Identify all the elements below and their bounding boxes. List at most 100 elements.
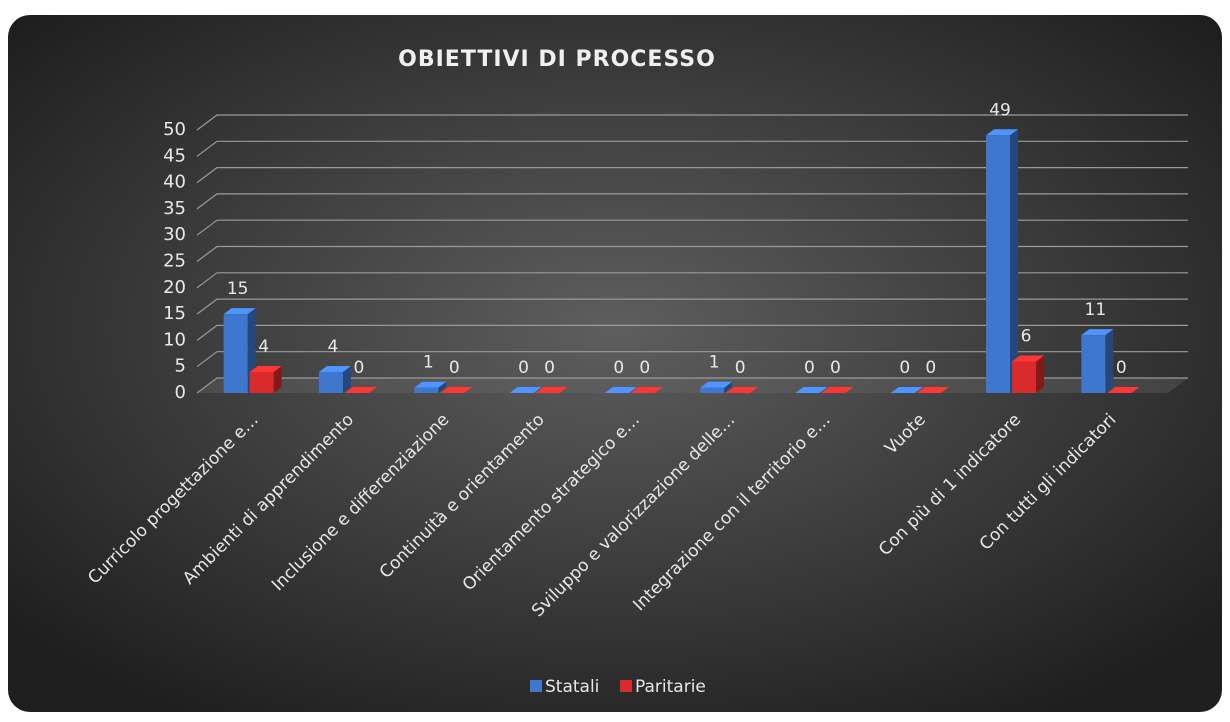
- bar-top: [726, 387, 759, 393]
- data-label: 0: [830, 358, 841, 378]
- bar: [535, 387, 568, 393]
- bar-side: [724, 381, 733, 393]
- bar-side: [1105, 329, 1114, 393]
- bar-front: [1081, 335, 1106, 393]
- bar-top: [440, 387, 473, 393]
- grid-line: [196, 140, 1188, 157]
- grid-line: [196, 167, 1188, 184]
- legend-swatch: [530, 680, 542, 692]
- grid-line: [196, 193, 1188, 210]
- grid-line: [196, 219, 1188, 236]
- bar: [223, 308, 256, 393]
- bar: [1107, 387, 1140, 393]
- bar-top: [1081, 329, 1114, 336]
- bar-top: [630, 387, 663, 393]
- bar: [726, 387, 759, 393]
- grid-line: [196, 298, 1188, 315]
- y-tick-label: 15: [163, 303, 186, 324]
- data-label: 1: [709, 353, 720, 373]
- bar-top: [916, 387, 949, 393]
- legend-label: Paritarie: [635, 677, 706, 697]
- chart-title: OBIETTIVI DI PROCESSO: [398, 47, 716, 72]
- grid-line: [196, 245, 1188, 262]
- bar: [916, 387, 949, 393]
- y-tick-label: 35: [163, 198, 186, 219]
- grid-line: [196, 351, 1188, 368]
- data-label: 0: [354, 358, 365, 378]
- bar-front: [1012, 361, 1037, 393]
- data-label: 0: [804, 358, 815, 378]
- data-label: 0: [613, 358, 624, 378]
- bar: [509, 387, 542, 393]
- bar-top: [249, 365, 282, 372]
- bar-side: [342, 365, 351, 393]
- bar: [700, 381, 733, 393]
- y-tick-label: 30: [163, 224, 186, 245]
- y-tick-label: 5: [175, 356, 186, 377]
- grid-line: [196, 114, 1188, 131]
- data-label: 0: [518, 358, 529, 378]
- data-label: 0: [639, 358, 650, 378]
- data-label: 0: [544, 358, 555, 378]
- bar: [1081, 329, 1114, 393]
- y-tick-label: 45: [163, 145, 186, 166]
- bar-top: [1107, 387, 1140, 393]
- grid-line: [196, 377, 1188, 394]
- data-label: 11: [1085, 300, 1107, 320]
- legend-label: Statali: [545, 677, 599, 697]
- data-label: 0: [925, 358, 936, 378]
- y-tick-label: 0: [175, 382, 186, 403]
- bar-top: [509, 387, 542, 393]
- grid-line: [196, 272, 1188, 289]
- bar-top: [795, 387, 828, 393]
- bar: [821, 387, 854, 393]
- bar-top: [700, 381, 733, 388]
- y-tick-label: 10: [163, 329, 186, 350]
- data-label: 49: [989, 100, 1011, 120]
- data-label: 15: [227, 279, 249, 299]
- bar-side: [1036, 355, 1045, 393]
- bar-top: [223, 308, 256, 315]
- data-label: 0: [899, 358, 910, 378]
- bar-side: [273, 365, 282, 393]
- bar: [630, 387, 663, 393]
- bar: [890, 387, 923, 393]
- bar: [1012, 355, 1045, 393]
- data-label: 6: [1021, 326, 1032, 346]
- bar-top: [535, 387, 568, 393]
- bar-front: [223, 314, 248, 393]
- data-label: 0: [449, 358, 460, 378]
- grid-line: [196, 324, 1188, 341]
- chart-background: [8, 15, 1222, 712]
- y-tick-label: 40: [163, 172, 186, 193]
- bar: [986, 129, 1019, 393]
- data-label: 0: [1116, 358, 1127, 378]
- bar-top: [821, 387, 854, 393]
- bar-top: [344, 387, 377, 393]
- y-tick-label: 20: [163, 277, 186, 298]
- bar: [318, 365, 351, 393]
- bar: [440, 387, 473, 393]
- bar-top: [1012, 355, 1045, 362]
- bar-top: [986, 129, 1019, 136]
- bar-side: [438, 381, 447, 393]
- data-label: 1: [423, 353, 434, 373]
- y-tick-label: 25: [163, 251, 186, 272]
- bar-front: [414, 387, 439, 393]
- bar: [414, 381, 447, 393]
- bar-front: [986, 135, 1011, 393]
- bar: [604, 387, 637, 393]
- bar: [249, 365, 282, 393]
- bar: [795, 387, 828, 393]
- bar-top: [414, 381, 447, 388]
- data-label: 0: [735, 358, 746, 378]
- bar-top: [604, 387, 637, 393]
- legend-swatch: [620, 680, 632, 692]
- y-tick-label: 50: [163, 119, 186, 140]
- bar-side: [1010, 129, 1019, 393]
- bar-front: [249, 371, 274, 393]
- data-label: 4: [258, 337, 269, 357]
- bar-top: [890, 387, 923, 393]
- bar-front: [318, 371, 343, 393]
